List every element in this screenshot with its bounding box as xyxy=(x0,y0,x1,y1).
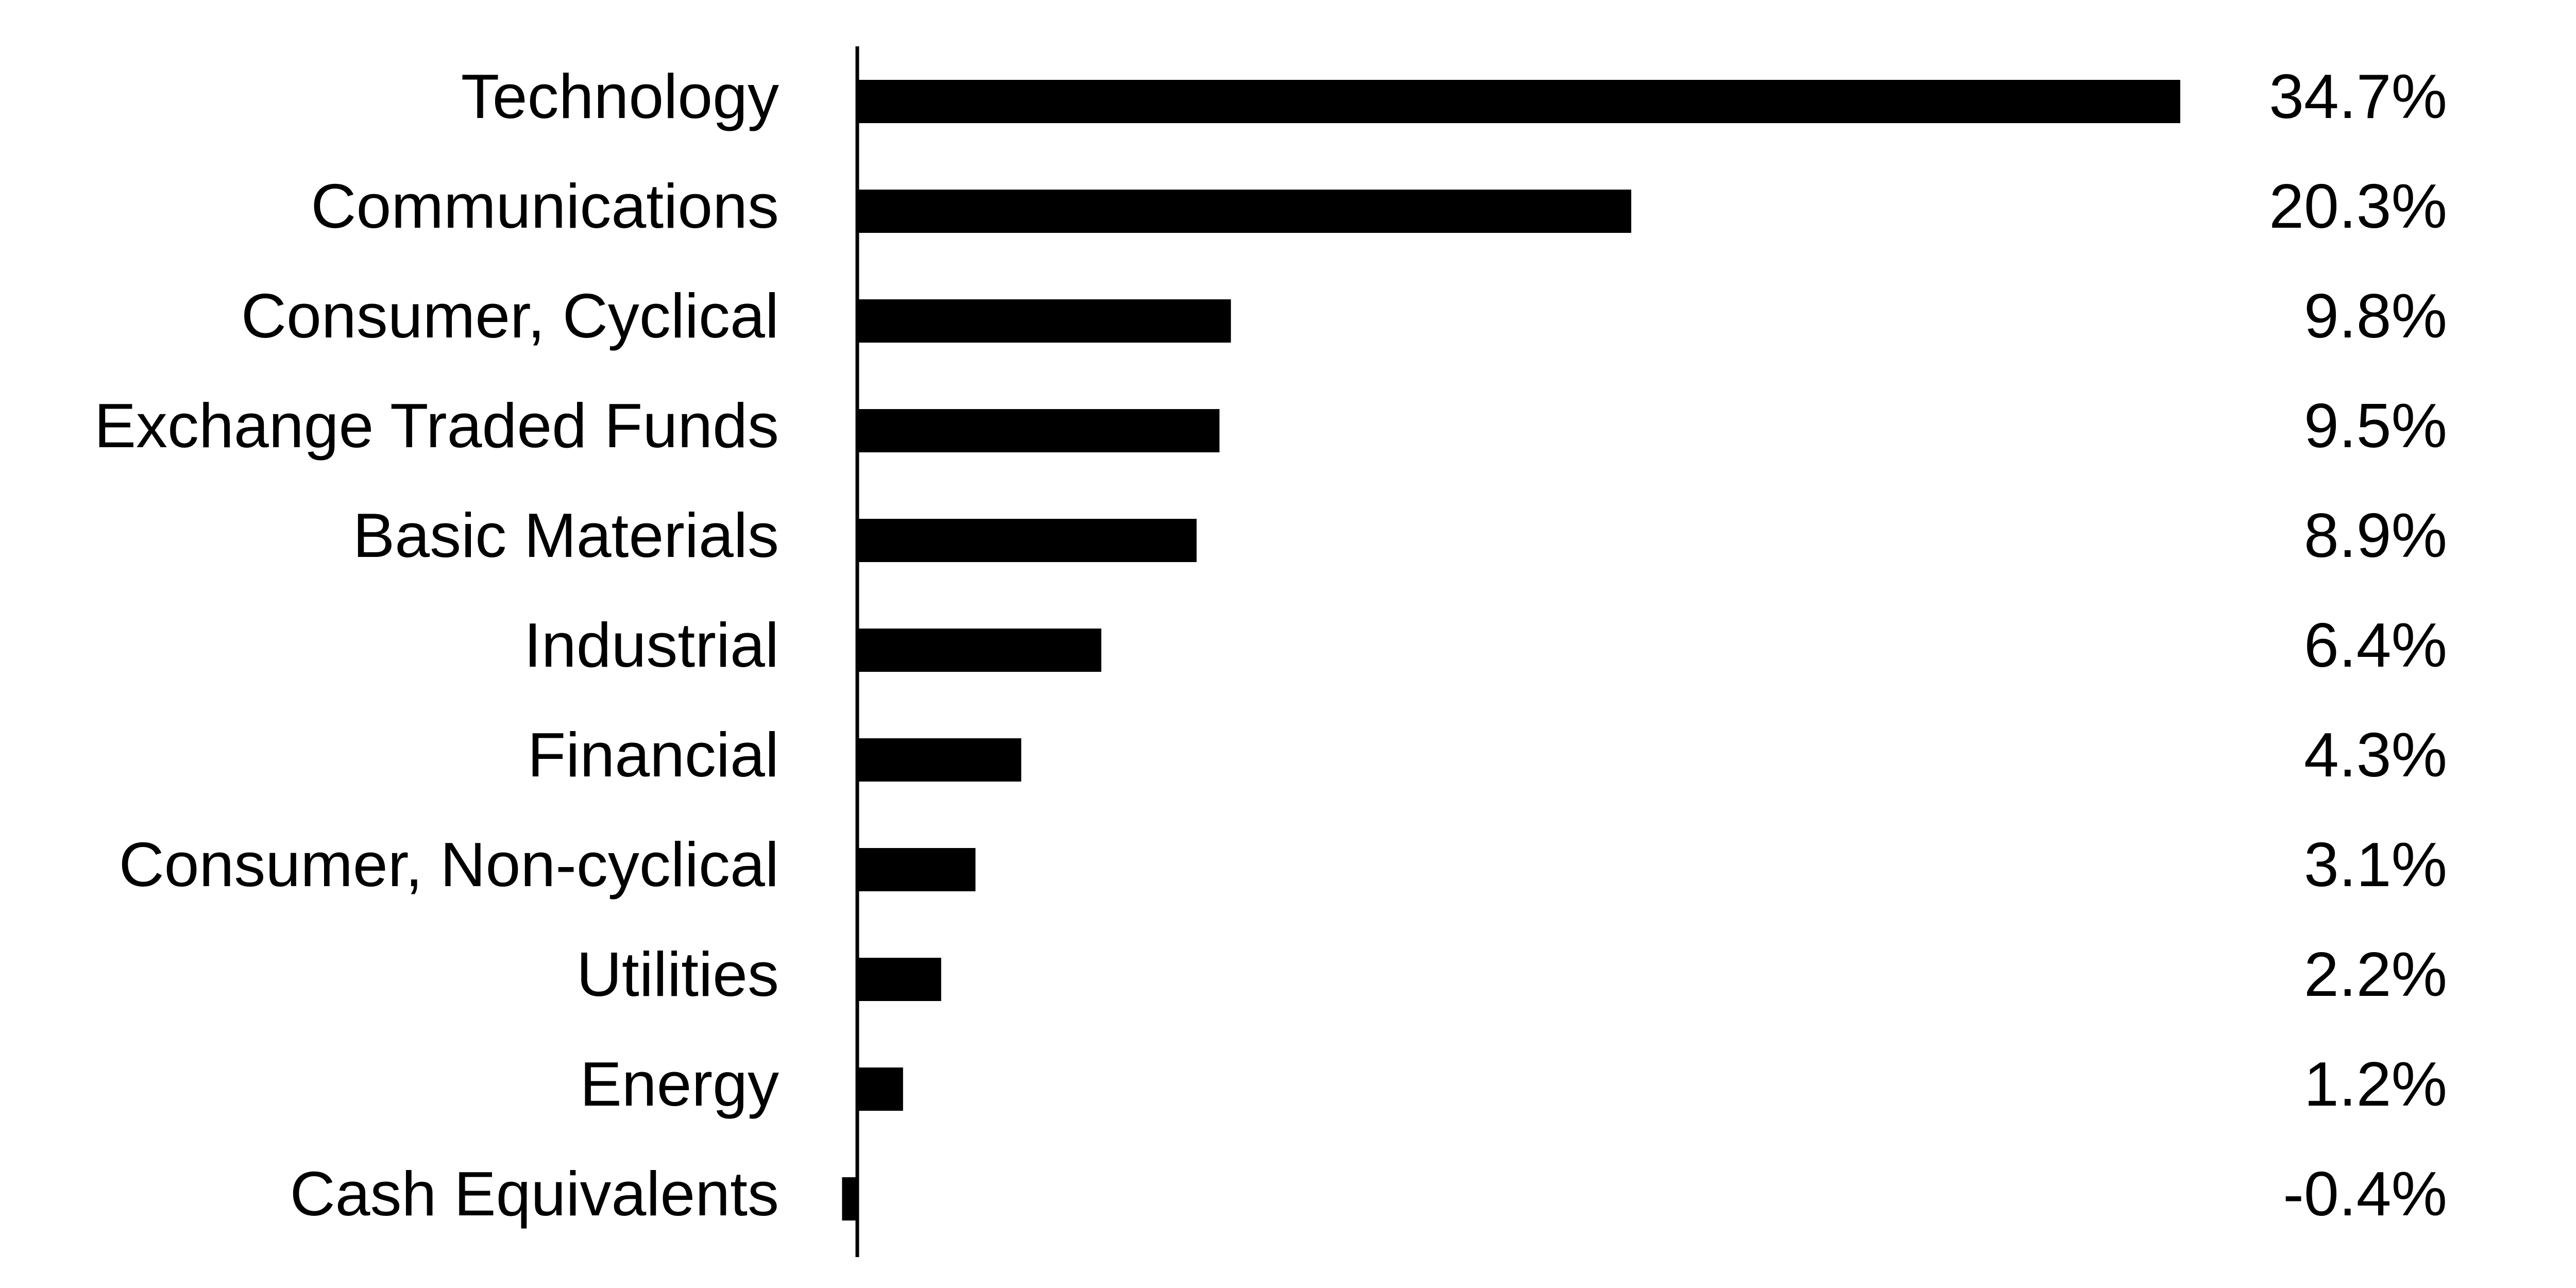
bar xyxy=(857,958,941,1001)
bar xyxy=(857,80,2180,123)
value-label: 8.9% xyxy=(2304,500,2447,570)
category-label: Communications xyxy=(311,171,779,241)
category-label: Financial xyxy=(528,720,779,790)
value-label: 9.5% xyxy=(2304,391,2447,461)
category-label: Consumer, Non-cyclical xyxy=(119,829,779,900)
value-label: 3.1% xyxy=(2304,829,2447,900)
category-label: Exchange Traded Funds xyxy=(94,391,779,461)
category-label: Industrial xyxy=(524,610,779,680)
bar xyxy=(857,190,1632,233)
value-label: -0.4% xyxy=(2283,1159,2447,1229)
bar xyxy=(857,738,1022,782)
value-label: 6.4% xyxy=(2304,610,2447,680)
category-label: Energy xyxy=(580,1049,779,1119)
category-label: Technology xyxy=(461,61,779,131)
category-label: Basic Materials xyxy=(353,500,779,570)
bar xyxy=(857,519,1197,562)
value-label: 9.8% xyxy=(2304,281,2447,351)
value-label: 20.3% xyxy=(2269,171,2447,241)
value-label: 34.7% xyxy=(2269,61,2447,131)
bar xyxy=(857,409,1219,452)
bar xyxy=(857,629,1101,672)
value-label: 2.2% xyxy=(2304,939,2447,1009)
bar xyxy=(857,299,1231,343)
bar xyxy=(857,848,976,891)
category-label: Utilities xyxy=(577,939,779,1009)
bar xyxy=(857,1067,903,1111)
value-label: 4.3% xyxy=(2304,720,2447,790)
value-label: 1.2% xyxy=(2304,1049,2447,1119)
category-label: Consumer, Cyclical xyxy=(241,281,779,351)
bar xyxy=(842,1177,857,1221)
category-label: Cash Equivalents xyxy=(290,1159,779,1229)
